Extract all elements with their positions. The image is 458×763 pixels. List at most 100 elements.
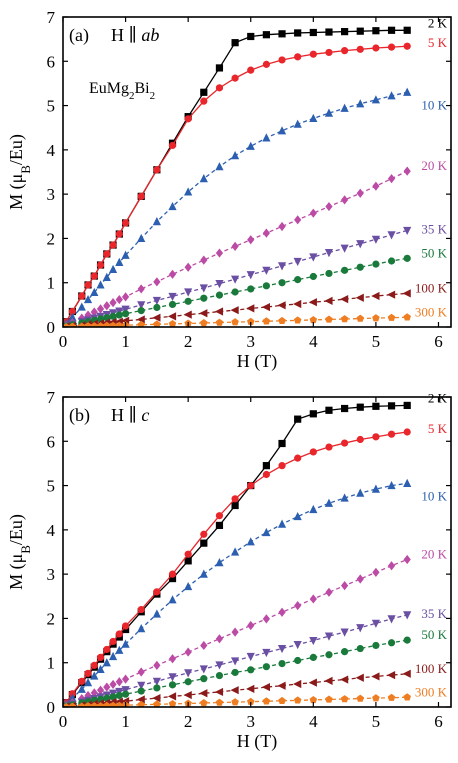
data-point: [341, 439, 349, 447]
data-point: [152, 694, 161, 703]
y-tick-label: 7: [47, 8, 56, 27]
data-point: [372, 44, 380, 52]
data-point: [84, 281, 92, 289]
data-point: [167, 692, 177, 701]
data-point: [403, 42, 411, 50]
data-point: [325, 443, 333, 451]
data-point: [309, 410, 317, 418]
data-point: [246, 141, 255, 150]
data-point: [184, 647, 192, 657]
data-point: [184, 557, 192, 565]
data-point: [215, 64, 224, 72]
series-label: 100 K: [415, 661, 448, 676]
data-point: [215, 291, 224, 299]
data-point: [372, 314, 380, 322]
data-point: [109, 679, 117, 690]
series-label: 100 K: [415, 280, 448, 295]
data-point: [115, 230, 123, 238]
data-point: [77, 684, 86, 693]
data-point: [84, 702, 92, 707]
data-point: [184, 678, 192, 686]
data-point: [325, 48, 333, 57]
data-point: [121, 310, 130, 318]
data-point: [277, 681, 286, 690]
data-point: [246, 271, 255, 280]
data-point: [262, 228, 270, 238]
x-axis-label: H (T): [237, 731, 277, 752]
data-point: [356, 624, 365, 633]
data-point: [90, 322, 99, 327]
data-point: [121, 686, 130, 695]
data-point: [356, 314, 365, 322]
data-point: [371, 619, 381, 628]
data-point: [309, 208, 317, 218]
x-tick-label: 3: [246, 712, 255, 731]
data-point: [109, 637, 117, 646]
data-point: [68, 693, 77, 702]
data-point: [372, 433, 380, 441]
data-point: [68, 322, 77, 327]
data-point: [215, 84, 224, 92]
data-point: [184, 187, 193, 196]
data-point: [215, 521, 224, 530]
data-point: [102, 658, 111, 667]
data-point: [247, 285, 255, 293]
series-label: 20 K: [421, 158, 447, 173]
data-point: [356, 644, 364, 653]
y-tick-label: 5: [47, 97, 56, 116]
data-point: [168, 269, 177, 279]
x-tick-label: 4: [309, 712, 318, 731]
data-point: [121, 690, 130, 698]
data-point: [153, 660, 161, 670]
data-point: [309, 504, 318, 514]
data-point: [277, 262, 287, 271]
x-tick-label: 1: [121, 332, 130, 351]
data-point: [63, 323, 70, 327]
data-point: [278, 56, 286, 64]
series-line-20k: [65, 170, 408, 326]
data-point: [262, 133, 271, 142]
data-point: [262, 663, 270, 671]
data-point: [325, 406, 333, 414]
data-point: [387, 639, 396, 647]
y-tick-label: 3: [47, 565, 56, 584]
data-point: [90, 287, 99, 297]
data-point: [356, 435, 364, 444]
x-tick-label: 1: [121, 712, 130, 731]
data-point: [68, 307, 76, 316]
data-point: [371, 95, 381, 104]
data-point: [372, 641, 380, 650]
data-point: [168, 570, 177, 578]
data-point: [96, 304, 105, 314]
data-point: [199, 284, 208, 293]
data-point: [294, 454, 302, 462]
data-point: [200, 294, 208, 302]
data-point: [277, 644, 287, 654]
data-point: [84, 310, 92, 320]
x-tick-label: 0: [59, 332, 68, 351]
data-point: [200, 319, 208, 327]
data-point: [262, 462, 270, 470]
data-point: [96, 664, 105, 673]
data-point: [340, 493, 349, 502]
data-point: [153, 588, 161, 596]
series-line-35k: [65, 614, 408, 707]
data-point: [184, 550, 192, 558]
data-point: [231, 241, 239, 251]
data-point: [115, 630, 123, 638]
data-point: [137, 605, 145, 614]
data-point: [152, 313, 161, 322]
data-point: [137, 320, 145, 327]
series-label: 5 K: [428, 421, 448, 436]
series-label: 10 K: [421, 488, 447, 503]
series-label: 300 K: [415, 304, 448, 319]
data-point: [103, 321, 111, 327]
data-point: [115, 645, 124, 654]
plot-frame: [62, 16, 452, 328]
data-point: [153, 684, 161, 692]
y-tick-label: 5: [47, 477, 56, 496]
data-point: [184, 115, 192, 123]
data-point: [324, 108, 334, 117]
data-point: [356, 188, 364, 198]
